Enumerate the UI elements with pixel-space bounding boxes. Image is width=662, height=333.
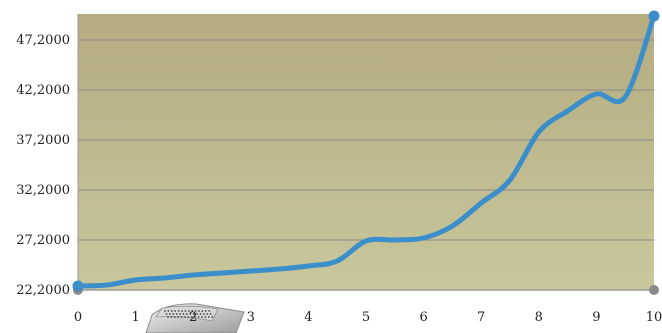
- plot-area: [78, 14, 654, 290]
- y-tick-label: 32,2000: [16, 183, 70, 198]
- y-tick-label: 47,2000: [16, 33, 70, 48]
- y-tick-label: 37,2000: [16, 133, 70, 148]
- data-point: [648, 10, 660, 22]
- x-tick-label: 2: [189, 310, 197, 325]
- axes: [73, 14, 659, 295]
- y-tick-label: 22,2000: [16, 283, 70, 298]
- data-points: [72, 10, 660, 292]
- x-tick-label: 3: [247, 310, 255, 325]
- x-tick-label: 7: [477, 310, 485, 325]
- x-tick-label: 10: [646, 310, 662, 325]
- x-tick-label: 6: [419, 310, 427, 325]
- y-tick-labels: 22,2000 27,2000 32,2000 37,2000 42,2000 47,20…: [16, 33, 70, 298]
- x-tick-label: 9: [592, 310, 600, 325]
- data-point: [72, 280, 84, 292]
- x-tick-label: 1: [131, 310, 139, 325]
- y-tick-label: 27,2000: [16, 233, 70, 248]
- decorative-device-image: [145, 303, 245, 333]
- x-tick-label: 8: [535, 310, 543, 325]
- x-tick-label: 0: [74, 310, 82, 325]
- x-tick-labels: 0 1 2 3 4 5 6 7 8 9 10: [74, 310, 662, 325]
- data-line: [75, 13, 657, 289]
- x-tick-label: 4: [304, 310, 312, 325]
- y-tick-label: 42,2000: [16, 83, 70, 98]
- x-tick-label: 5: [362, 310, 370, 325]
- axis-end-marker: [649, 285, 659, 295]
